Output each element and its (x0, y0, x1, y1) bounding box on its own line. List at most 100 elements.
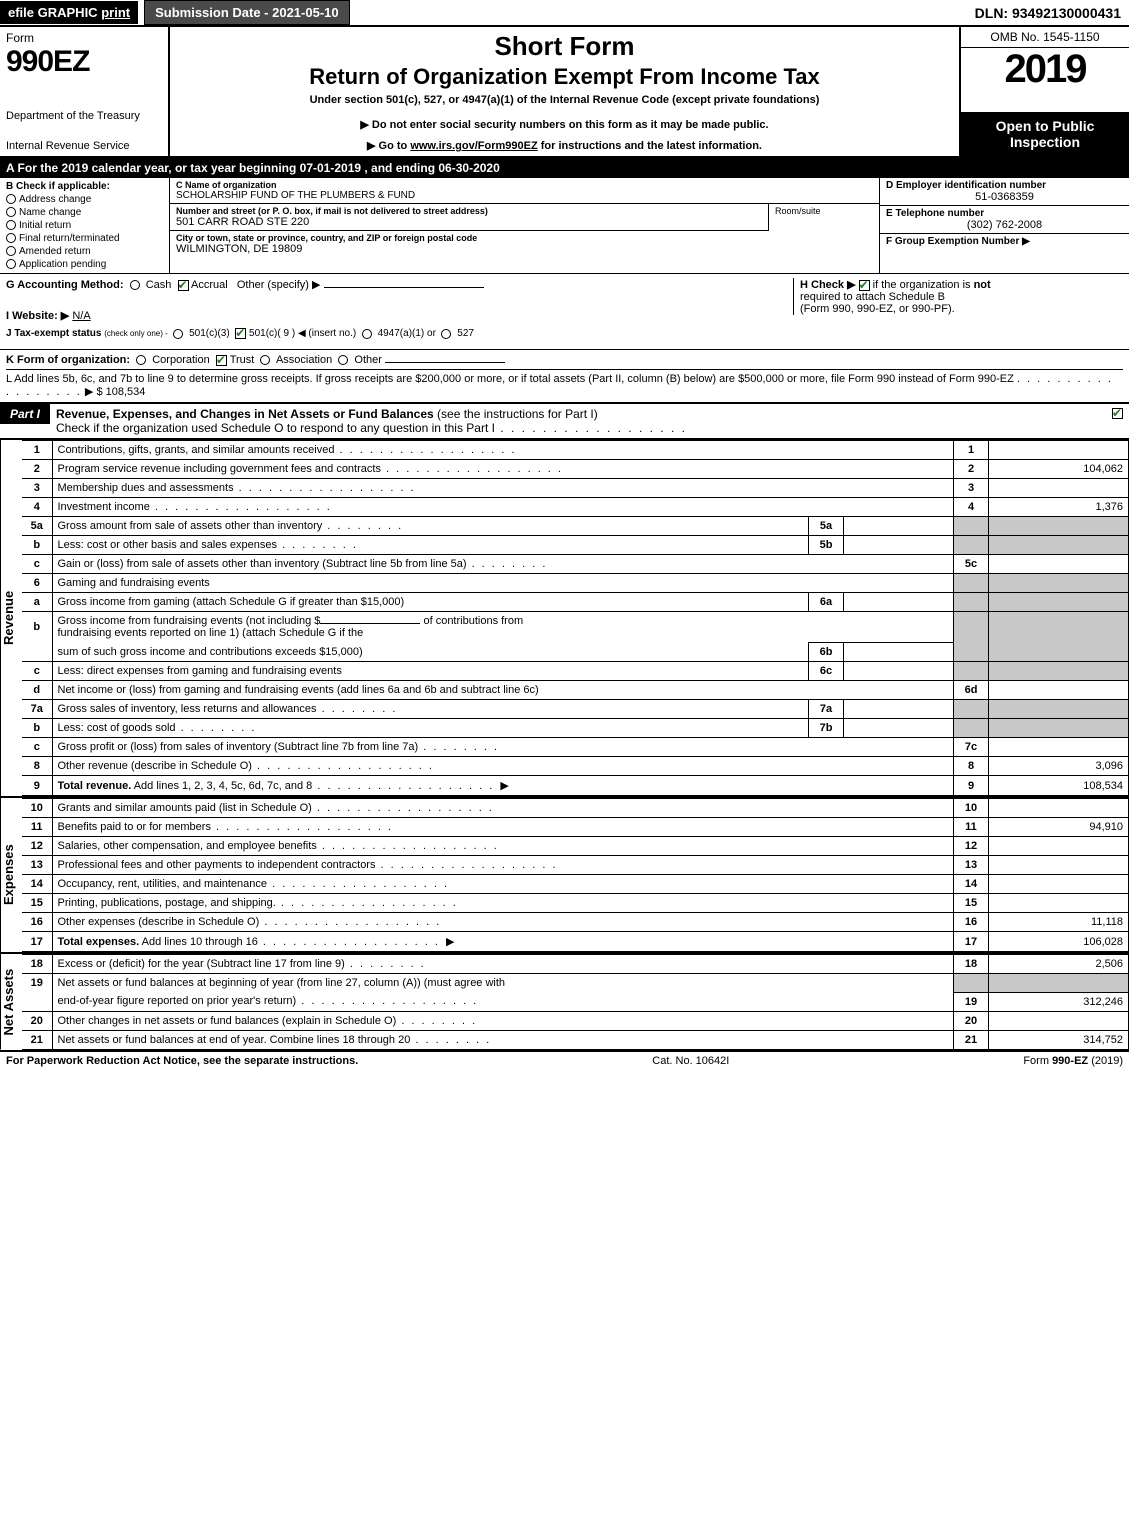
revenue-side-label: Revenue (0, 440, 22, 796)
radio-icon[interactable] (362, 329, 372, 339)
net-assets-section: Net Assets 18Excess or (deficit) for the… (0, 954, 1129, 1052)
part-1-header-row: Part I Revenue, Expenses, and Changes in… (0, 404, 1129, 440)
city-value: WILMINGTON, DE 19809 (176, 243, 873, 255)
tax-period: A For the 2019 calendar year, or tax yea… (0, 158, 1129, 178)
arrow-icon: ▶ (85, 386, 93, 398)
chk-application-pending[interactable]: Application pending (6, 259, 163, 270)
line-18: 18Excess or (deficit) for the year (Subt… (22, 955, 1129, 974)
checkbox-checked-icon[interactable] (216, 355, 227, 366)
part-1-badge: Part I (0, 404, 50, 424)
line-11: 11Benefits paid to or for members1194,91… (22, 818, 1129, 837)
chk-final-return[interactable]: Final return/terminated (6, 233, 163, 244)
website-value: N/A (72, 310, 90, 322)
d-label: D Employer identification number (886, 180, 1123, 191)
line-6c: cLess: direct expenses from gaming and f… (22, 662, 1129, 681)
expenses-table: 10Grants and similar amounts paid (list … (22, 798, 1129, 952)
chk-name-change[interactable]: Name change (6, 207, 163, 218)
e-label: E Telephone number (886, 208, 1123, 219)
line-6b-2: sum of such gross income and contributio… (22, 643, 1129, 662)
radio-icon[interactable] (338, 355, 348, 365)
gross-receipts-amount: $ 108,534 (96, 386, 145, 398)
g-accrual: Accrual (191, 279, 228, 291)
h-schedule-b: H Check ▶ if the organization is not req… (793, 278, 1123, 315)
line-21: 21Net assets or fund balances at end of … (22, 1030, 1129, 1049)
street-value: 501 CARR ROAD STE 220 (176, 216, 762, 228)
net-assets-side-label: Net Assets (0, 954, 22, 1050)
expenses-section: Expenses 10Grants and similar amounts pa… (0, 798, 1129, 954)
room-label: Room/suite (775, 206, 873, 216)
line-7a: 7aGross sales of inventory, less returns… (22, 700, 1129, 719)
g-other: Other (specify) ▶ (237, 279, 321, 291)
line-13: 13Professional fees and other payments t… (22, 856, 1129, 875)
radio-icon[interactable] (441, 329, 451, 339)
line-10: 10Grants and similar amounts paid (list … (22, 799, 1129, 818)
ein-value: 51-0368359 (886, 191, 1123, 203)
checkbox-checked-icon (1112, 408, 1123, 419)
header-right: OMB No. 1545-1150 2019 Open to Public In… (959, 27, 1129, 156)
line-6b-1: bGross income from fundraising events (n… (22, 612, 1129, 643)
check-header: B Check if applicable: (6, 181, 163, 192)
l-text: L Add lines 5b, 6c, and 7b to line 9 to … (6, 373, 1014, 385)
room-cell: Room/suite (769, 204, 879, 231)
form-number: 990EZ (6, 45, 162, 79)
h-txt3: (Form 990, 990-EZ, or 990-PF). (800, 303, 955, 315)
print-link[interactable]: print (101, 5, 130, 20)
line-19-1: 19Net assets or fund balances at beginni… (22, 974, 1129, 993)
k-label: K Form of organization: (6, 354, 130, 366)
chk-address-change[interactable]: Address change (6, 194, 163, 205)
h-txt2: required to attach Schedule B (800, 291, 945, 303)
checkbox-checked-icon[interactable] (859, 280, 870, 291)
line-6: 6Gaming and fundraising events (22, 574, 1129, 593)
efile-badge[interactable]: efile GRAPHIC print (0, 1, 138, 24)
chk-amended-return[interactable]: Amended return (6, 246, 163, 257)
checkbox-icon (6, 207, 16, 217)
line-12: 12Salaries, other compensation, and empl… (22, 837, 1129, 856)
return-title: Return of Organization Exempt From Incom… (178, 64, 951, 90)
h-label: H Check ▶ (800, 279, 856, 291)
efile-label: efile GRAPHIC (8, 5, 98, 20)
header-left: Form 990EZ Department of the Treasury In… (0, 27, 170, 156)
part-1-schedule-o-check[interactable] (1089, 404, 1129, 422)
goto-pre: ▶ Go to (367, 140, 410, 152)
ein-cell: D Employer identification number 51-0368… (880, 178, 1129, 206)
radio-icon[interactable] (173, 329, 183, 339)
line-20: 20Other changes in net assets or fund ba… (22, 1011, 1129, 1030)
arrow-icon (443, 936, 457, 948)
radio-icon[interactable] (260, 355, 270, 365)
chk-initial-return[interactable]: Initial return (6, 220, 163, 231)
expenses-side-label: Expenses (0, 798, 22, 952)
arrow-icon (497, 780, 511, 792)
street-label: Number and street (or P. O. box, if mail… (176, 206, 762, 216)
city-label: City or town, state or province, country… (176, 233, 873, 243)
form-of-org-row: K Form of organization: Corporation Trus… (6, 354, 1123, 370)
org-name: SCHOLARSHIP FUND OF THE PLUMBERS & FUND (176, 190, 873, 201)
revenue-section: Revenue 1Contributions, gifts, grants, a… (0, 440, 1129, 798)
checkbox-checked-icon[interactable] (178, 280, 189, 291)
j-sub: (check only one) - (104, 329, 168, 338)
tax-year: 2019 (961, 48, 1129, 90)
open-to-public: Open to Public Inspection (961, 112, 1129, 156)
form-header: Form 990EZ Department of the Treasury In… (0, 27, 1129, 158)
kl-block: K Form of organization: Corporation Trus… (0, 350, 1129, 404)
radio-icon[interactable] (136, 355, 146, 365)
checkbox-checked-icon[interactable] (235, 328, 246, 339)
no-ssn-notice: ▶ Do not enter social security numbers o… (178, 118, 951, 131)
city-cell: City or town, state or province, country… (170, 231, 879, 257)
entity-block: B Check if applicable: Address change Na… (0, 178, 1129, 274)
irs-link[interactable]: www.irs.gov/Form990EZ (410, 140, 537, 152)
line-8: 8Other revenue (describe in Schedule O)8… (22, 757, 1129, 776)
header-mid: Short Form Return of Organization Exempt… (170, 27, 959, 156)
ghij-block: G Accounting Method: Cash Accrual Other … (0, 274, 1129, 350)
radio-icon[interactable] (130, 280, 140, 290)
phone-cell: E Telephone number (302) 762-2008 (880, 206, 1129, 234)
line-6a: aGross income from gaming (attach Schedu… (22, 593, 1129, 612)
net-assets-table: 18Excess or (deficit) for the year (Subt… (22, 954, 1129, 1050)
group-exempt-cell: F Group Exemption Number ▶ (880, 234, 1129, 249)
dept-treasury: Department of the Treasury (6, 110, 162, 122)
gross-receipts-row: L Add lines 5b, 6c, and 7b to line 9 to … (6, 373, 1123, 398)
catalog-number: Cat. No. 10642I (652, 1055, 729, 1067)
g-label: G Accounting Method: (6, 279, 124, 291)
dept-irs: Internal Revenue Service (6, 140, 162, 152)
line-16: 16Other expenses (describe in Schedule O… (22, 913, 1129, 932)
h-not: not (974, 279, 991, 291)
